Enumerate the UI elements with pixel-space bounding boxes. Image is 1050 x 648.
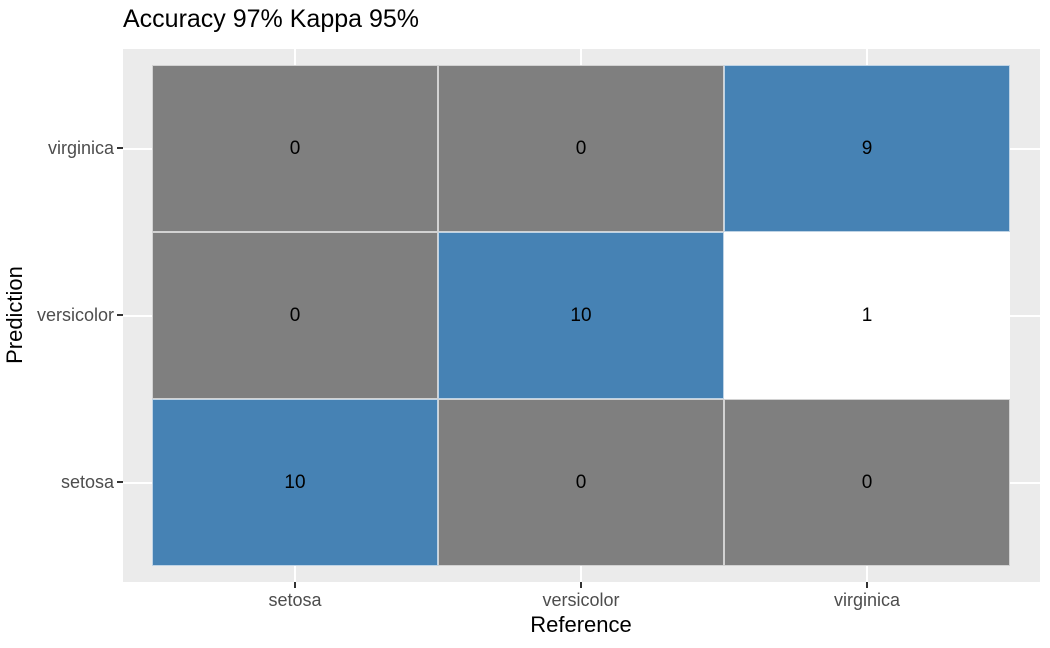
x-tick-label-virginica: virginica bbox=[833, 590, 901, 610]
tile-virginica-virginica: 9 bbox=[724, 65, 1010, 232]
tile-virginica-versicolor: 0 bbox=[438, 65, 724, 232]
cell-value: 0 bbox=[289, 304, 301, 326]
heatmap-tiles: 0 0 9 0 10 1 10 0 0 bbox=[152, 65, 1010, 566]
tile-setosa-versicolor: 0 bbox=[438, 399, 724, 566]
y-tick-label-virginica: virginica bbox=[47, 138, 114, 158]
y-axis-title: Prediction bbox=[2, 266, 27, 364]
x-tick-mark bbox=[294, 582, 296, 588]
cell-value: 0 bbox=[575, 471, 587, 493]
y-tick-mark bbox=[117, 481, 123, 483]
tile-versicolor-setosa: 0 bbox=[152, 232, 438, 399]
y-tick-mark bbox=[117, 314, 123, 316]
tile-setosa-setosa: 10 bbox=[152, 399, 438, 566]
cell-value: 0 bbox=[575, 137, 587, 159]
y-tick-mark bbox=[117, 147, 123, 149]
y-tick-label-setosa: setosa bbox=[60, 472, 114, 492]
tile-virginica-setosa: 0 bbox=[152, 65, 438, 232]
plot-title: Accuracy 97% Kappa 95% bbox=[123, 5, 420, 33]
plot-panel: 0 0 9 0 10 1 10 0 0 bbox=[123, 49, 1040, 582]
cell-value: 10 bbox=[284, 471, 306, 493]
x-tick-mark bbox=[580, 582, 582, 588]
cell-value: 0 bbox=[861, 471, 873, 493]
cell-value: 0 bbox=[289, 137, 301, 159]
x-tick-mark bbox=[866, 582, 868, 588]
tile-setosa-virginica: 0 bbox=[724, 399, 1010, 566]
x-axis-title: Reference bbox=[530, 612, 632, 637]
y-tick-label-versicolor: versicolor bbox=[36, 305, 114, 325]
x-tick-label-setosa: setosa bbox=[268, 590, 322, 610]
tile-versicolor-versicolor: 10 bbox=[438, 232, 724, 399]
cell-value: 9 bbox=[861, 137, 873, 159]
x-tick-label-versicolor: versicolor bbox=[542, 590, 620, 610]
tile-versicolor-virginica: 1 bbox=[724, 232, 1010, 399]
cell-value: 1 bbox=[861, 304, 873, 326]
cell-value: 10 bbox=[570, 304, 592, 326]
